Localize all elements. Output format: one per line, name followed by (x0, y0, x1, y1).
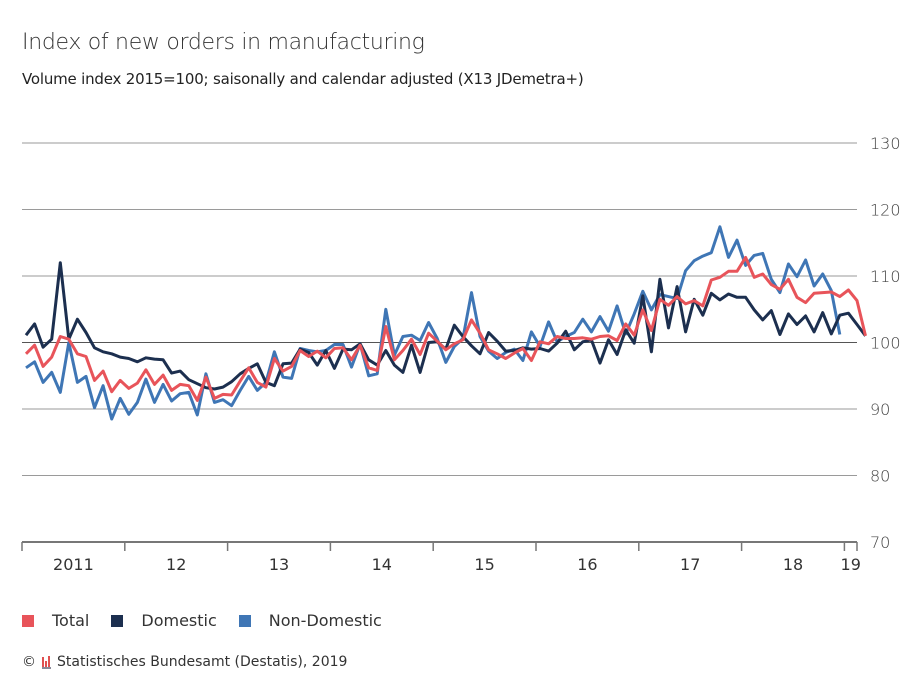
legend-item-domestic[interactable]: Domestic (111, 611, 217, 630)
legend-swatch-non-domestic (238, 614, 251, 627)
x-tick-label-13: 13 (269, 555, 289, 574)
x-tick-label-17: 17 (680, 555, 700, 574)
legend-item-total[interactable]: Total (22, 611, 89, 630)
legend-label-domestic: Domestic (141, 611, 217, 630)
y-tick-label-130: 130 (870, 134, 901, 153)
source-credit: © Statistisches Bundesamt (Destatis), 20… (22, 654, 347, 670)
legend-item-non-domestic[interactable]: Non-Domestic (238, 611, 382, 630)
destatis-logo-icon (42, 655, 51, 669)
x-tick-label-18: 18 (783, 555, 803, 574)
x-tick-label-16: 16 (577, 555, 597, 574)
series-line-non-domestic (25, 225, 842, 421)
chart-title: Index of new orders in manufacturing (22, 30, 425, 55)
series-line-domestic (24, 261, 867, 391)
y-axis-labels: 70 80 90 100 110 120 130 (870, 134, 901, 552)
legend-swatch-domestic (111, 614, 124, 627)
legend-swatch-total (22, 614, 34, 627)
y-tick-label-120: 120 (870, 201, 901, 220)
y-tick-label-70: 70 (870, 533, 890, 552)
series-lines (24, 225, 867, 421)
copyright-symbol: © (22, 654, 36, 670)
x-tick-label-14: 14 (372, 555, 392, 574)
y-tick-label-90: 90 (870, 400, 890, 419)
y-tick-label-80: 80 (870, 467, 890, 486)
chart-subtitle: Volume index 2015=100; saisonally and ca… (22, 70, 584, 88)
y-tick-label-110: 110 (870, 267, 901, 286)
x-axis: 2011 12 13 14 15 16 17 18 19 (21, 541, 861, 574)
legend: Total Domestic Non-Domestic (22, 611, 404, 630)
source-text: Statistisches Bundesamt (Destatis), 2019 (57, 654, 348, 670)
x-tick-label-2011: 2011 (53, 555, 94, 574)
line-chart: 70 80 90 100 110 120 130 2011 12 13 14 15 16 17 18 19 (21, 134, 901, 574)
y-tick-label-100: 100 (870, 334, 901, 353)
legend-label-total: Total (52, 611, 90, 630)
x-tick-label-19: 19 (841, 555, 861, 574)
x-tick-label-15: 15 (474, 555, 494, 574)
x-tick-label-12: 12 (166, 555, 186, 574)
series-line-total (24, 255, 867, 402)
legend-label-non-domestic: Non-Domestic (268, 611, 382, 630)
gridlines (22, 142, 857, 476)
